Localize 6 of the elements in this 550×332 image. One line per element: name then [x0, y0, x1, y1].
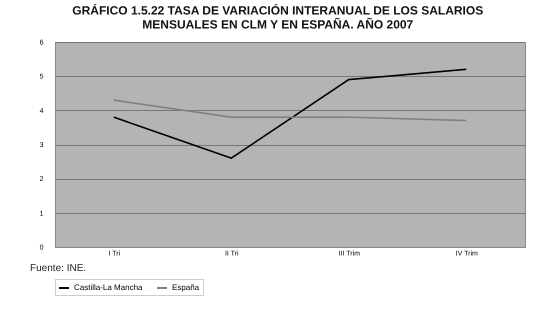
text: GRÁFICO 1.5.22 TASA DE VARIACIÓN INTERANUAL DE LOS SALARIOS — [72, 4, 484, 18]
text: MENSUALES EN CLM Y EN ESPAÑA. AÑO 2007 — [142, 18, 414, 32]
source-note: Fuente: INE. — [30, 263, 86, 274]
legend-label: Castilla-La Mancha — [74, 283, 144, 292]
legend-label: España — [172, 283, 200, 292]
line-series — [112, 68, 468, 159]
